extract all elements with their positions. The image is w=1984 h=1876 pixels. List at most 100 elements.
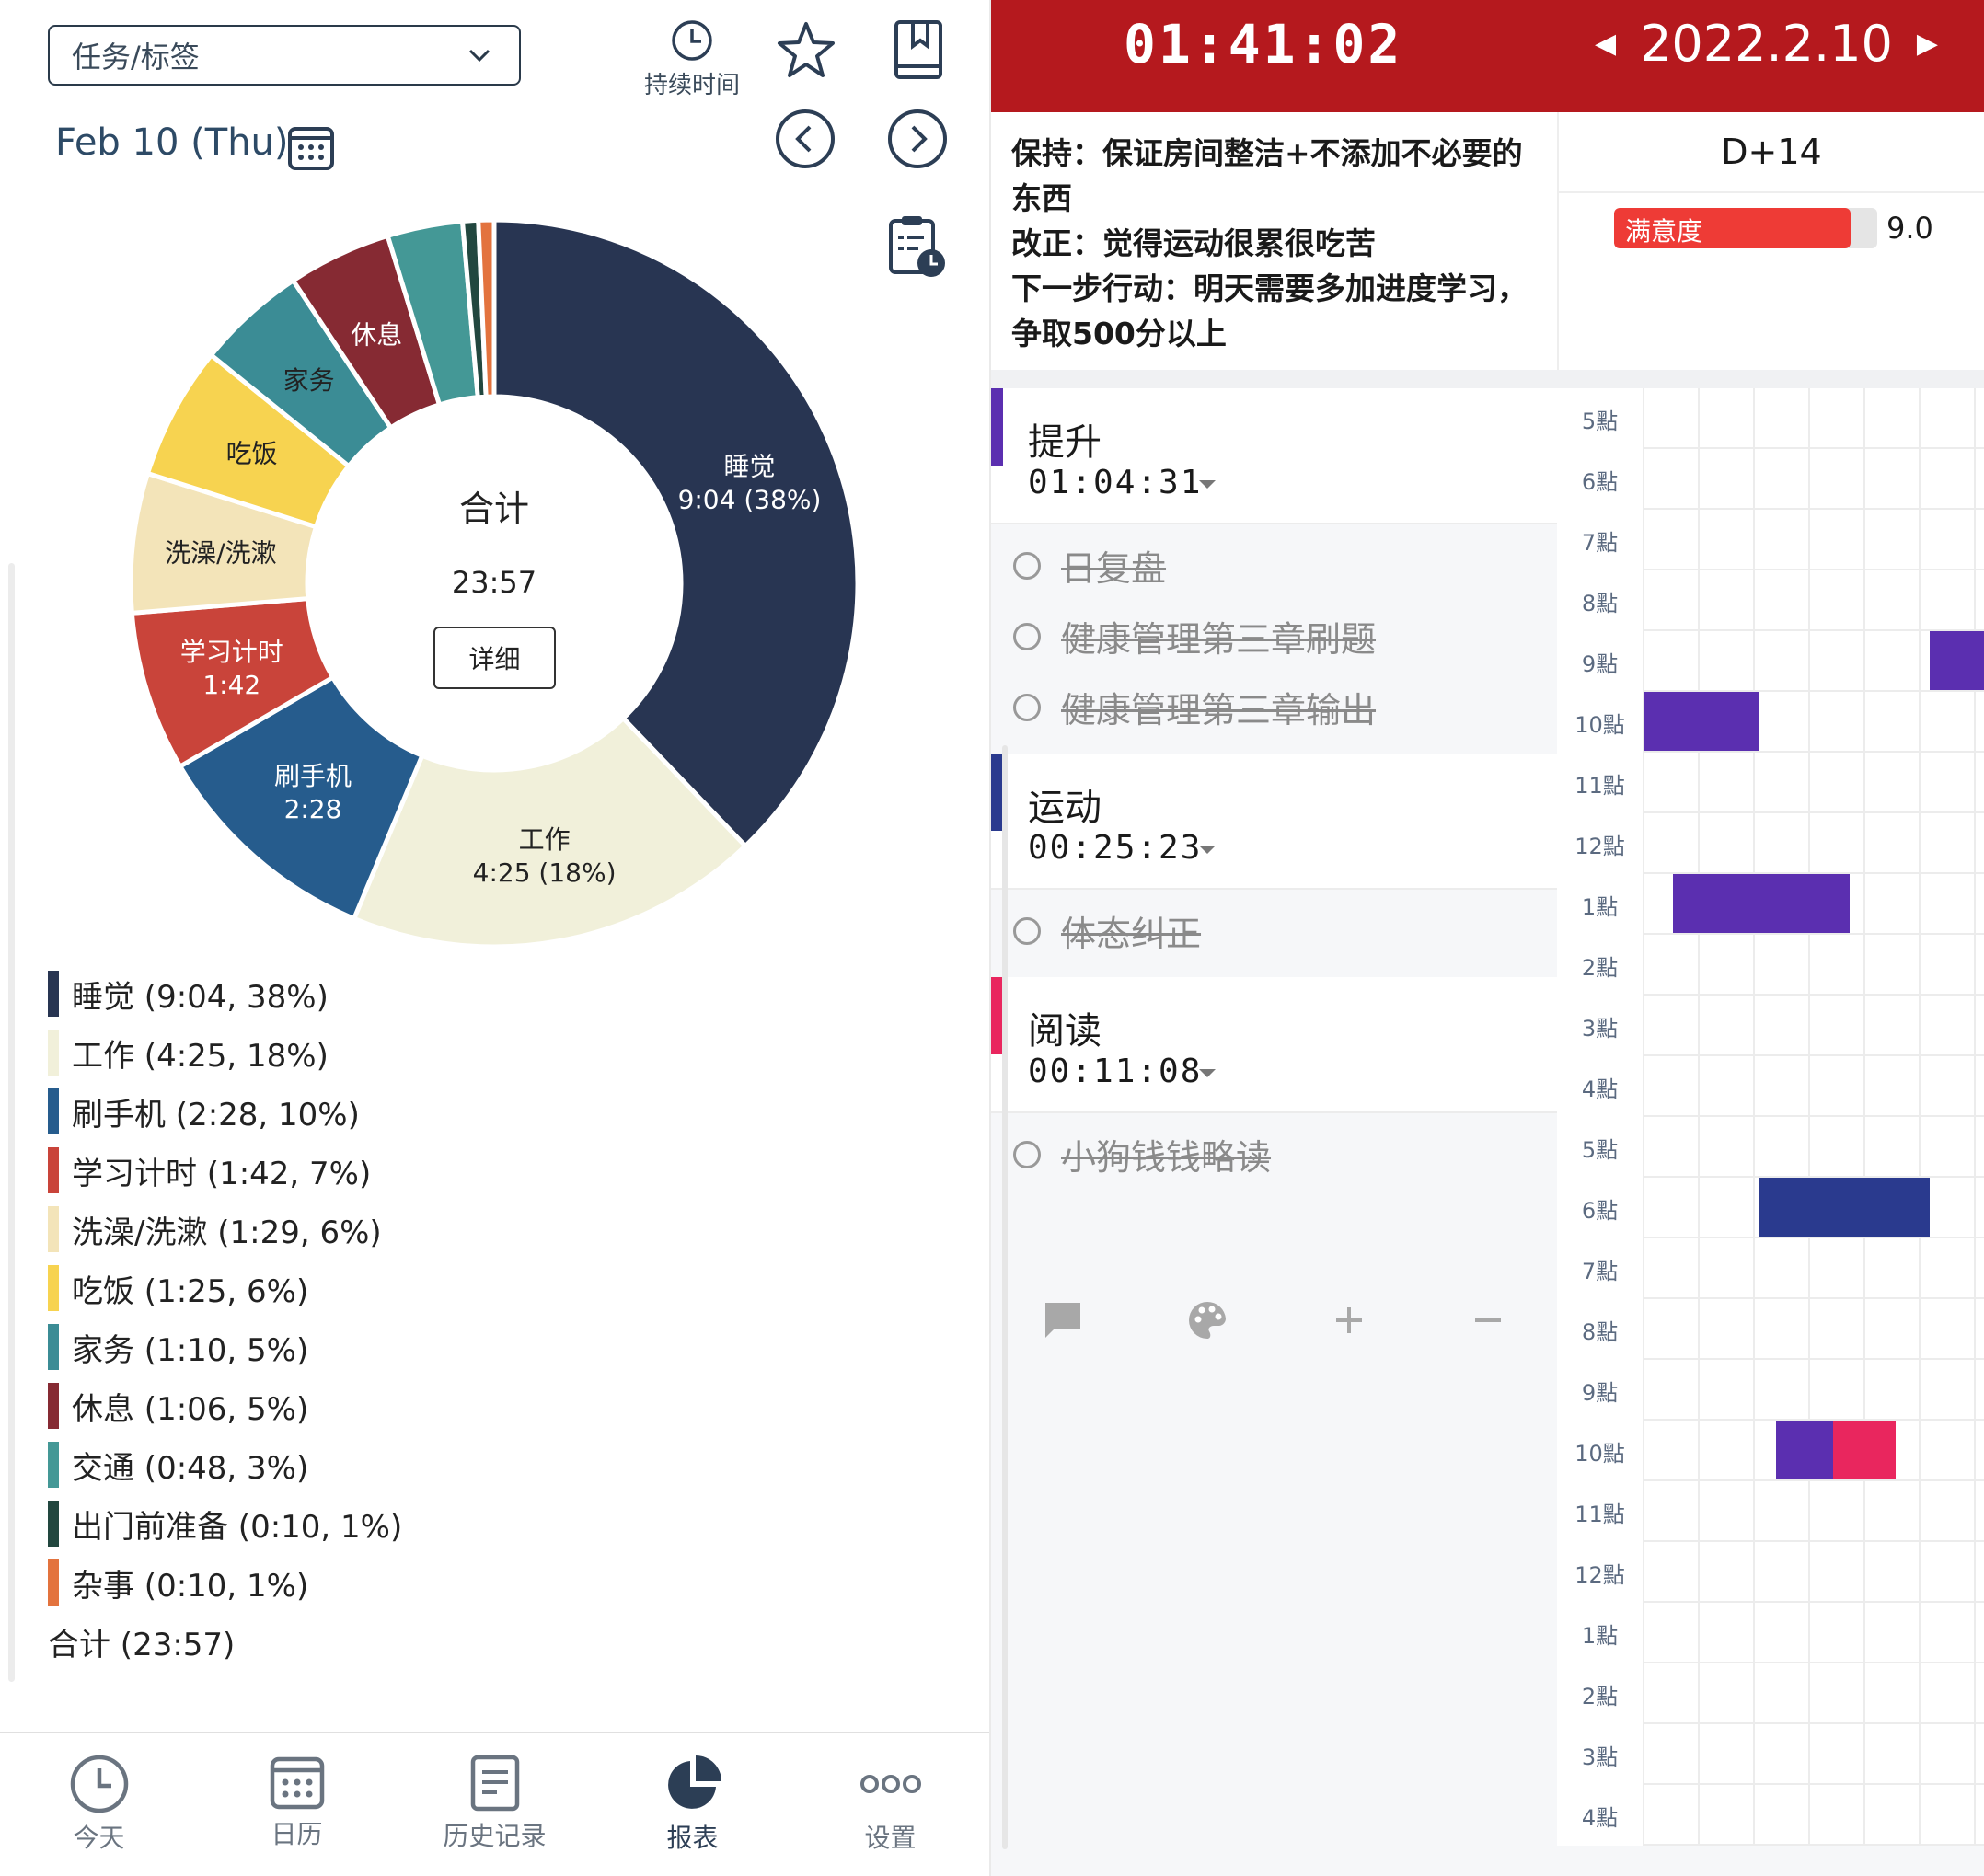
ten-minute-cell[interactable] <box>1700 1238 1755 1297</box>
ten-minute-cell[interactable] <box>1755 449 1810 508</box>
hour-cells[interactable] <box>1644 1481 1984 1540</box>
ten-minute-cell[interactable] <box>1700 996 1755 1054</box>
hour-cells[interactable] <box>1644 813 1984 872</box>
comment-icon[interactable] <box>1042 1299 1084 1341</box>
ten-minute-cell[interactable] <box>1921 692 1976 751</box>
ten-minute-cell[interactable] <box>1644 813 1700 872</box>
nav-today[interactable]: 今天 <box>0 1733 198 1876</box>
time-block[interactable] <box>1673 874 1851 933</box>
ten-minute-cell[interactable] <box>1755 570 1810 629</box>
task-checkbox-icon[interactable] <box>1013 622 1041 650</box>
ten-minute-cell[interactable] <box>1921 1542 1976 1601</box>
ten-minute-cell[interactable] <box>1865 510 1921 569</box>
calendar-icon[interactable] <box>287 123 335 171</box>
hour-cells[interactable] <box>1644 388 1984 447</box>
hour-cells[interactable] <box>1644 1117 1984 1176</box>
ten-minute-cell[interactable] <box>1644 1603 1700 1662</box>
ten-minute-cell[interactable] <box>1810 1724 1865 1783</box>
ten-minute-cell[interactable] <box>1810 1542 1865 1601</box>
nav-settings[interactable]: 设置 <box>791 1733 989 1876</box>
time-block[interactable] <box>1775 1421 1833 1479</box>
caret-down-icon[interactable] <box>1199 846 1216 854</box>
ten-minute-cell[interactable] <box>1700 1360 1755 1419</box>
clipboard-time-button[interactable] <box>887 213 948 280</box>
ten-minute-cell[interactable] <box>1921 935 1976 994</box>
hour-cells[interactable] <box>1644 1542 1984 1601</box>
duration-button[interactable]: 持续时间 <box>644 18 740 100</box>
ten-minute-cell[interactable] <box>1921 753 1976 811</box>
hour-cells[interactable] <box>1644 935 1984 994</box>
ten-minute-cell[interactable] <box>1865 692 1921 751</box>
ten-minute-cell[interactable] <box>1865 1724 1921 1783</box>
hour-cells[interactable] <box>1644 510 1984 569</box>
hour-cells[interactable] <box>1644 1360 1984 1419</box>
time-block[interactable] <box>1759 1178 1930 1237</box>
ten-minute-cell[interactable] <box>1865 570 1921 629</box>
ten-minute-cell[interactable] <box>1865 935 1921 994</box>
ten-minute-cell[interactable] <box>1810 1299 1865 1358</box>
ten-minute-cell[interactable] <box>1755 996 1810 1054</box>
ten-minute-cell[interactable] <box>1644 1360 1700 1419</box>
task-checkbox-icon[interactable] <box>1013 693 1041 721</box>
task-item[interactable]: 健康管理第三章输出 <box>991 672 1557 742</box>
ten-minute-cell[interactable] <box>1921 813 1976 872</box>
ten-minute-cell[interactable] <box>1644 510 1700 569</box>
ten-minute-cell[interactable] <box>1921 1238 1976 1297</box>
task-item[interactable]: 小狗钱钱略读 <box>991 1119 1557 1190</box>
ten-minute-cell[interactable] <box>1921 996 1976 1054</box>
ten-minute-cell[interactable] <box>1644 1056 1700 1115</box>
nav-calendar[interactable]: 日历 <box>198 1733 396 1876</box>
ten-minute-cell[interactable] <box>1921 1724 1976 1783</box>
time-block[interactable] <box>1832 1421 1896 1479</box>
ten-minute-cell[interactable] <box>1644 935 1700 994</box>
task-checkbox-icon[interactable] <box>1013 916 1041 945</box>
hour-cells[interactable] <box>1644 1056 1984 1115</box>
ten-minute-cell[interactable] <box>1921 570 1976 629</box>
ten-minute-cell[interactable] <box>1810 935 1865 994</box>
ten-minute-cell[interactable] <box>1921 1603 1976 1662</box>
hour-cells[interactable] <box>1644 996 1984 1054</box>
ten-minute-cell[interactable] <box>1921 1360 1976 1419</box>
ten-minute-cell[interactable] <box>1644 1299 1700 1358</box>
ten-minute-cell[interactable] <box>1810 874 1865 933</box>
ten-minute-cell[interactable] <box>1921 449 1976 508</box>
ten-minute-cell[interactable] <box>1755 935 1810 994</box>
triangle-left-icon[interactable]: ◀ <box>1595 28 1617 60</box>
ten-minute-cell[interactable] <box>1865 813 1921 872</box>
hour-cells[interactable] <box>1644 1785 1984 1844</box>
ten-minute-cell[interactable] <box>1755 1360 1810 1419</box>
hour-cells[interactable] <box>1644 1603 1984 1662</box>
ten-minute-cell[interactable] <box>1755 813 1810 872</box>
scrollbar[interactable] <box>1002 745 1008 1849</box>
ten-minute-cell[interactable] <box>1700 1178 1755 1237</box>
ten-minute-cell[interactable] <box>1755 1663 1810 1722</box>
category-header[interactable]: 提升 01:04:31 <box>991 388 1557 524</box>
hour-cells[interactable] <box>1644 449 1984 508</box>
hour-cells[interactable] <box>1644 692 1984 751</box>
ten-minute-cell[interactable] <box>1700 1603 1755 1662</box>
ten-minute-cell[interactable] <box>1810 1056 1865 1115</box>
hour-cells[interactable] <box>1644 1299 1984 1358</box>
ten-minute-cell[interactable] <box>1921 1663 1976 1722</box>
ten-minute-cell[interactable] <box>1865 1481 1921 1540</box>
ten-minute-cell[interactable] <box>1700 1481 1755 1540</box>
donut-slice[interactable] <box>351 715 749 950</box>
caret-down-icon[interactable] <box>1199 1069 1216 1077</box>
ten-minute-cell[interactable] <box>1755 1603 1810 1662</box>
ten-minute-cell[interactable] <box>1644 1724 1700 1783</box>
ten-minute-cell[interactable] <box>1755 1299 1810 1358</box>
minus-icon[interactable] <box>1470 1302 1506 1339</box>
time-block[interactable] <box>1644 692 1759 751</box>
ten-minute-cell[interactable] <box>1700 753 1755 811</box>
ten-minute-cell[interactable] <box>1755 692 1810 751</box>
ten-minute-cell[interactable] <box>1810 1360 1865 1419</box>
ten-minute-cell[interactable] <box>1865 1117 1921 1176</box>
ten-minute-cell[interactable] <box>1700 935 1755 994</box>
donut-slice[interactable] <box>491 217 860 850</box>
ten-minute-cell[interactable] <box>1810 996 1865 1054</box>
ten-minute-cell[interactable] <box>1644 1117 1700 1176</box>
ten-minute-cell[interactable] <box>1644 1481 1700 1540</box>
ten-minute-cell[interactable] <box>1700 449 1755 508</box>
ten-minute-cell[interactable] <box>1865 631 1921 690</box>
ten-minute-cell[interactable] <box>1644 1238 1700 1297</box>
